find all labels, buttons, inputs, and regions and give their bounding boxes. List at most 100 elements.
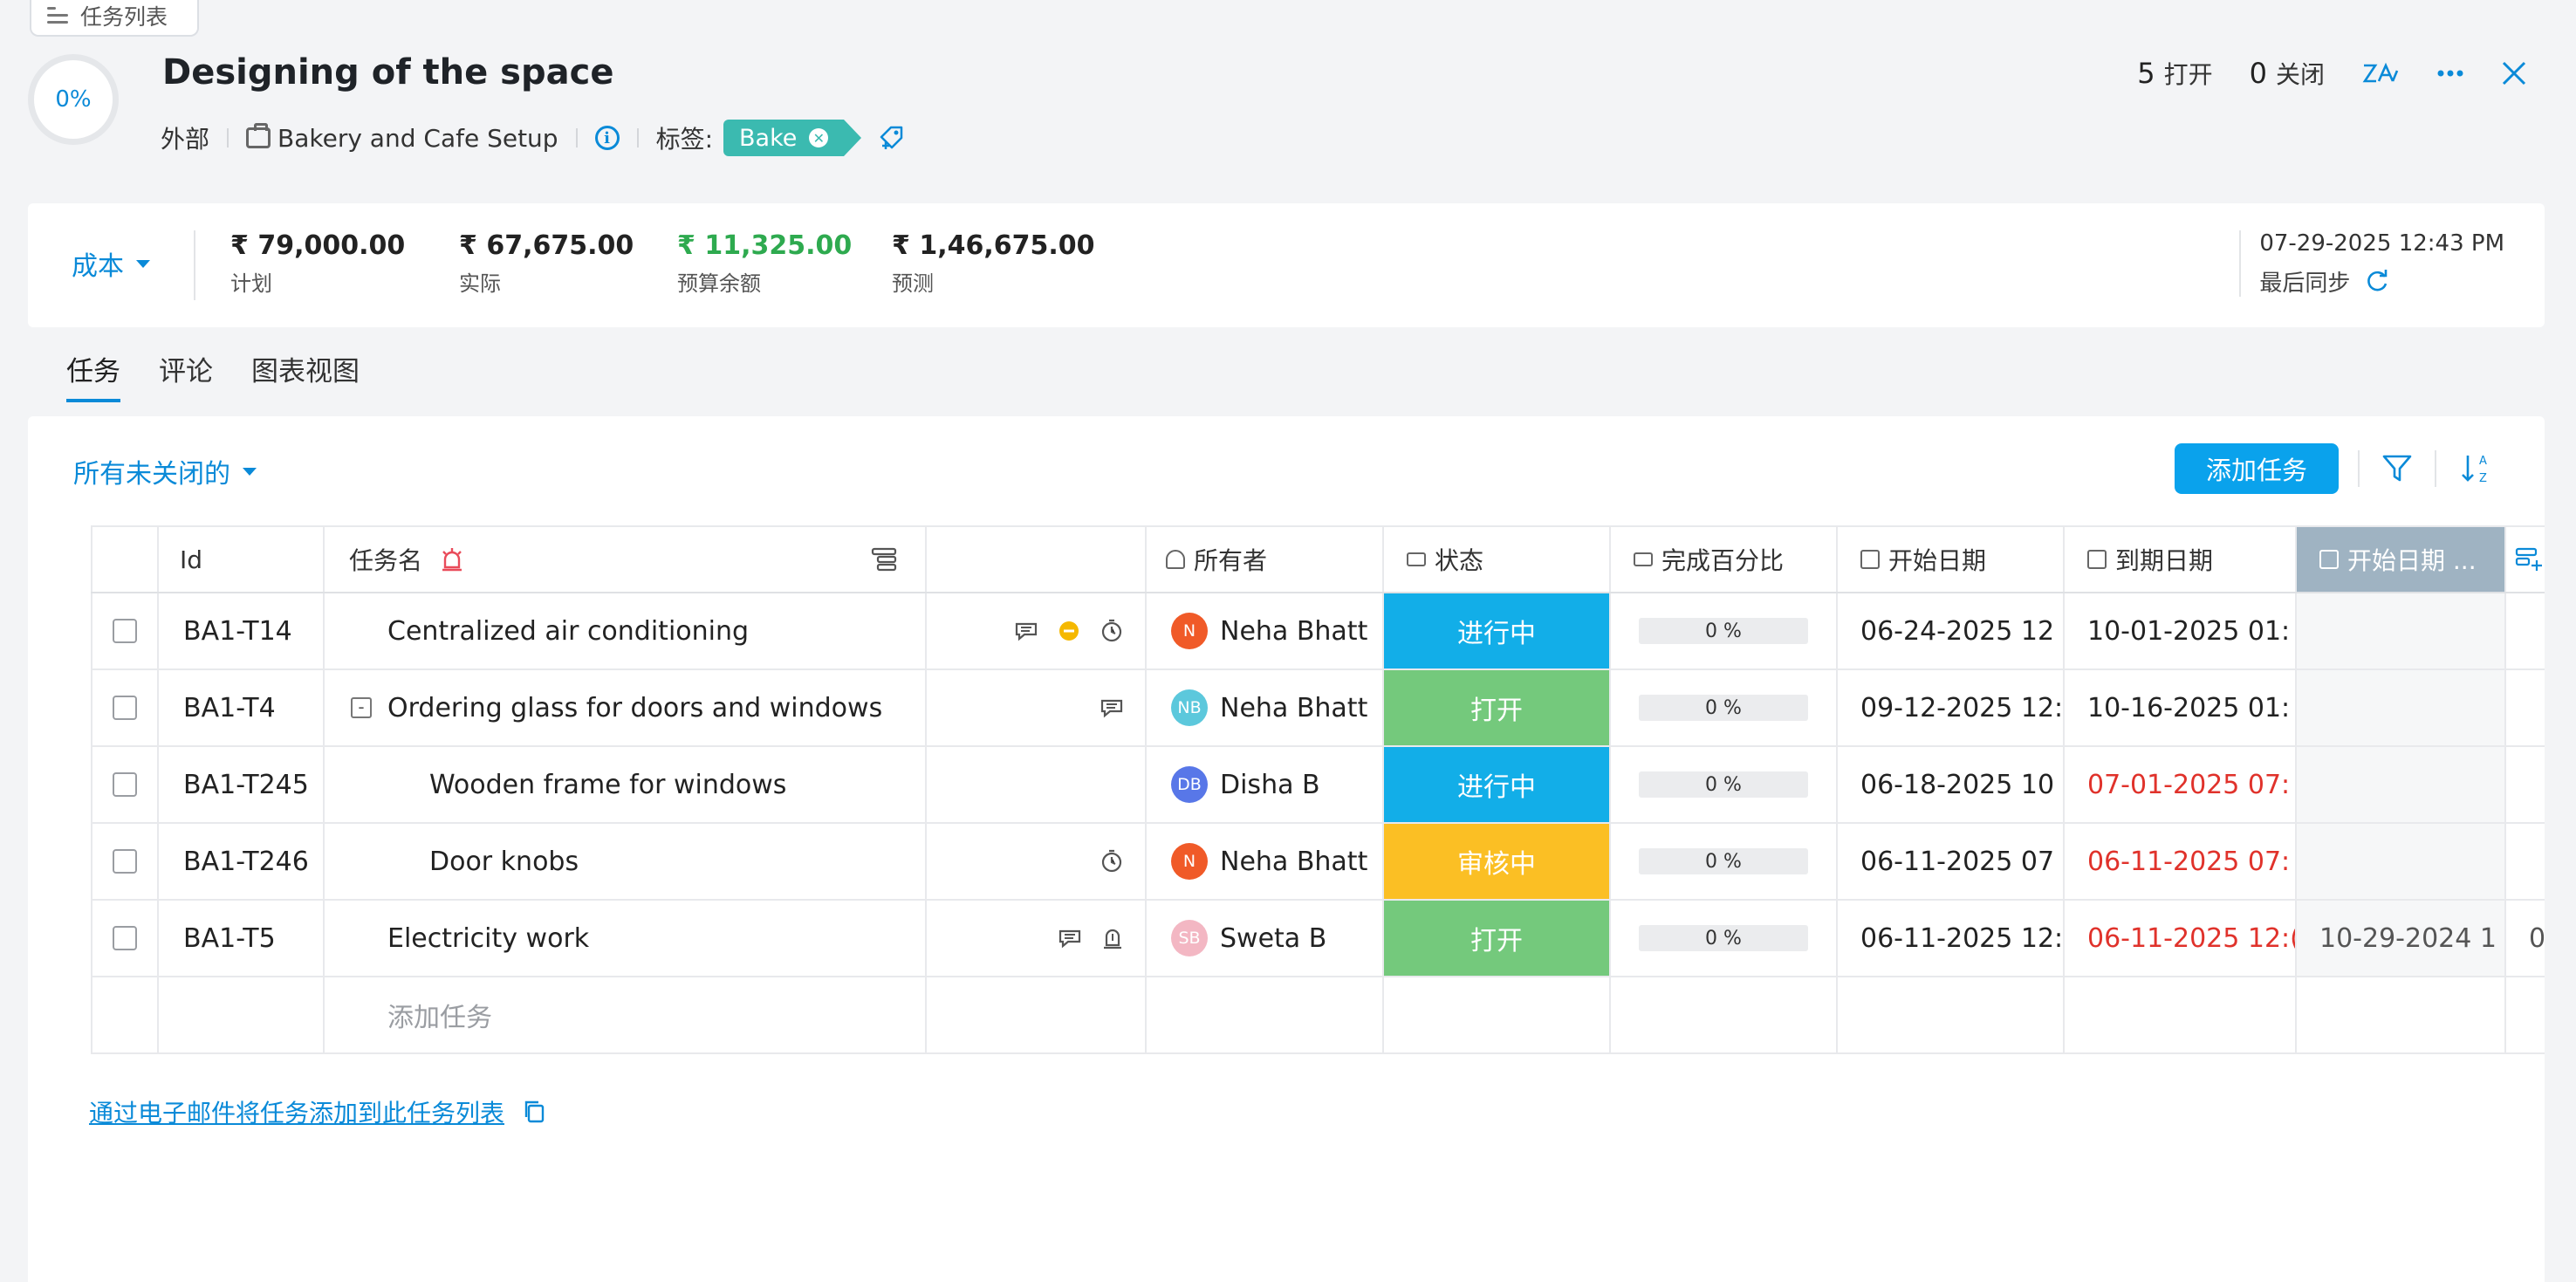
- start-date-2[interactable]: [2297, 747, 2506, 822]
- empty-cell: [159, 977, 325, 1052]
- row-checkbox[interactable]: [113, 849, 137, 874]
- status-badge[interactable]: 进行中: [1384, 747, 1611, 822]
- task-name[interactable]: Centralized air conditioning: [325, 593, 927, 668]
- column-header-percent[interactable]: 完成百分比: [1611, 527, 1838, 592]
- due-date[interactable]: 10-01-2025 01:: [2065, 593, 2297, 668]
- tab-tasks[interactable]: 任务: [66, 349, 120, 402]
- info-icon[interactable]: i: [594, 126, 620, 150]
- start-date[interactable]: 06-24-2025 12: [1838, 593, 2065, 668]
- table-row[interactable]: BA1-T246 Door knobs N Neha Bhatt 审核中 0 %…: [91, 824, 2545, 901]
- column-header-task-name[interactable]: 任务名: [325, 527, 927, 592]
- add-task-button[interactable]: 添加任务: [2175, 443, 2339, 494]
- comments-icon[interactable]: [1100, 697, 1124, 718]
- hierarchy-view-icon[interactable]: [871, 547, 897, 572]
- percent-complete[interactable]: 0 %: [1611, 747, 1838, 822]
- refresh-icon[interactable]: [2364, 269, 2390, 295]
- task-name[interactable]: Wooden frame for windows: [325, 747, 927, 822]
- briefcase-icon: [246, 123, 271, 148]
- avatar: N: [1171, 613, 1208, 649]
- task-owner[interactable]: SB Sweta B: [1147, 901, 1384, 976]
- reminder-icon[interactable]: [1101, 926, 1124, 950]
- timer-icon[interactable]: [1100, 849, 1124, 874]
- table-row[interactable]: BA1-T14 Centralized air conditioning N N…: [91, 593, 2545, 670]
- tab-chart-view[interactable]: 图表视图: [251, 356, 360, 387]
- start-date-2[interactable]: [2297, 670, 2506, 745]
- collapse-icon[interactable]: -: [351, 697, 372, 718]
- task-owner[interactable]: N Neha Bhatt: [1147, 824, 1384, 899]
- add-task-inline-input[interactable]: 添加任务: [325, 977, 927, 1052]
- start-date[interactable]: 06-18-2025 10: [1838, 747, 2065, 822]
- column-header-due-date[interactable]: 到期日期: [2065, 527, 2297, 592]
- email-tasks-link[interactable]: 通过电子邮件将任务添加到此任务列表: [89, 1094, 548, 1129]
- start-date[interactable]: 09-12-2025 12:: [1838, 670, 2065, 745]
- chevron-down-icon: [136, 259, 150, 268]
- percent-complete[interactable]: 0 %: [1611, 824, 1838, 899]
- row-checkbox[interactable]: [113, 772, 137, 797]
- add-tag-icon[interactable]: [877, 123, 907, 153]
- task-id[interactable]: BA1-T246: [159, 824, 325, 899]
- more-options-icon[interactable]: [2436, 68, 2464, 79]
- percent-complete[interactable]: 0 %: [1611, 901, 1838, 976]
- column-header-id[interactable]: Id: [159, 527, 325, 592]
- due-date-overdue[interactable]: 07-01-2025 07:: [2065, 747, 2297, 822]
- column-header-start-date[interactable]: 开始日期: [1838, 527, 2065, 592]
- start-date[interactable]: 06-11-2025 07: [1838, 824, 2065, 899]
- start-date-2[interactable]: [2297, 593, 2506, 668]
- sync-label: 最后同步: [2259, 271, 2351, 297]
- row-checkbox[interactable]: [113, 696, 137, 720]
- comments-icon[interactable]: [1058, 928, 1082, 949]
- open-count: 5: [2137, 57, 2155, 90]
- sort-icon[interactable]: A Z: [2459, 450, 2496, 487]
- status-badge[interactable]: 打开: [1384, 670, 1611, 745]
- status-badge[interactable]: 打开: [1384, 901, 1611, 976]
- task-id[interactable]: BA1-T245: [159, 747, 325, 822]
- status-badge[interactable]: 审核中: [1384, 824, 1611, 899]
- table-row[interactable]: BA1-T5 Electricity work SB Sweta B 打开 0 …: [91, 901, 2545, 977]
- task-owner[interactable]: DB Disha B: [1147, 747, 1384, 822]
- start-date-2[interactable]: [2297, 824, 2506, 899]
- alarm-icon[interactable]: [440, 546, 464, 572]
- tasklist-breadcrumb[interactable]: 任务列表: [30, 0, 199, 37]
- tags-label: 标签:: [655, 125, 714, 154]
- close-icon[interactable]: [2501, 60, 2527, 86]
- task-icons: [927, 901, 1147, 976]
- task-id[interactable]: BA1-T14: [159, 593, 325, 668]
- filter-icon[interactable]: [2381, 452, 2414, 485]
- status-badge[interactable]: 进行中: [1384, 593, 1611, 668]
- task-id[interactable]: BA1-T4: [159, 670, 325, 745]
- percent-complete[interactable]: 0 %: [1611, 670, 1838, 745]
- task-owner[interactable]: N Neha Bhatt: [1147, 593, 1384, 668]
- task-owner[interactable]: NB Neha Bhatt: [1147, 670, 1384, 745]
- table-row[interactable]: BA1-T4 - Ordering glass for doors and wi…: [91, 670, 2545, 747]
- row-checkbox[interactable]: [113, 926, 137, 950]
- task-name-cell[interactable]: - Ordering glass for doors and windows: [325, 670, 927, 745]
- cost-type-dropdown[interactable]: 成本: [72, 244, 150, 283]
- due-date-overdue[interactable]: 06-11-2025 07:: [2065, 824, 2297, 899]
- task-name[interactable]: Door knobs: [325, 824, 927, 899]
- row-checkbox[interactable]: [113, 619, 137, 643]
- avatar: DB: [1171, 766, 1208, 803]
- start-date[interactable]: 06-11-2025 12:: [1838, 901, 2065, 976]
- due-date[interactable]: 10-16-2025 01:: [2065, 670, 2297, 745]
- task-id[interactable]: BA1-T5: [159, 901, 325, 976]
- add-column-icon: [2515, 547, 2542, 571]
- add-column-button[interactable]: [2506, 527, 2545, 592]
- tab-comments[interactable]: 评论: [159, 356, 213, 387]
- timer-icon[interactable]: [1100, 619, 1124, 643]
- tag-chip[interactable]: Bake ✕: [723, 120, 862, 156]
- start-date-2[interactable]: 10-29-2024 1: [2297, 901, 2506, 976]
- remove-tag-icon[interactable]: ✕: [809, 128, 829, 147]
- percent-complete[interactable]: 0 %: [1611, 593, 1838, 668]
- column-header-start-date-2[interactable]: 开始日期 ...: [2297, 527, 2506, 592]
- column-header-owner[interactable]: 所有者: [1147, 527, 1384, 592]
- table-row[interactable]: BA1-T245 Wooden frame for windows DB Dis…: [91, 747, 2545, 824]
- task-name[interactable]: Electricity work: [325, 901, 927, 976]
- project-link[interactable]: Bakery and Cafe Setup: [277, 123, 558, 153]
- view-filter-dropdown[interactable]: 所有未关闭的: [73, 452, 257, 490]
- copy-icon[interactable]: [522, 1099, 548, 1125]
- last-sync: 07-29-2025 12:43 PM 最后同步: [2259, 230, 2504, 298]
- column-header-status[interactable]: 状态: [1384, 527, 1611, 592]
- due-date-overdue[interactable]: 06-11-2025 12:(: [2065, 901, 2297, 976]
- comments-icon[interactable]: [1014, 620, 1038, 641]
- translate-icon[interactable]: [2361, 60, 2400, 86]
